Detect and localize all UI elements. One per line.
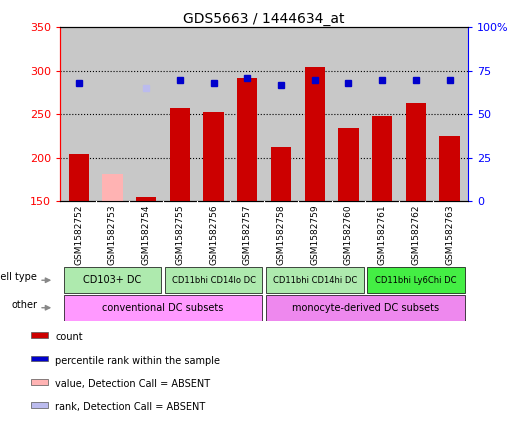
Text: CD11bhi CD14hi DC: CD11bhi CD14hi DC	[272, 276, 357, 285]
Bar	[406, 103, 426, 201]
Bar	[31, 379, 48, 385]
Text: GSM1582755: GSM1582755	[175, 204, 184, 265]
Text: CD11bhi Ly6Chi DC: CD11bhi Ly6Chi DC	[375, 276, 457, 285]
Text: GSM1582757: GSM1582757	[243, 204, 252, 265]
Bar	[439, 136, 460, 201]
Bar	[237, 78, 257, 201]
Bar	[69, 154, 89, 201]
Bar	[266, 294, 465, 321]
Bar	[136, 197, 156, 201]
Bar	[31, 332, 48, 338]
Bar	[372, 116, 392, 201]
Text: monocyte-derived DC subsets: monocyte-derived DC subsets	[292, 303, 439, 313]
Bar	[271, 147, 291, 201]
Bar	[266, 267, 363, 294]
Bar	[304, 67, 325, 201]
Text: rank, Detection Call = ABSENT: rank, Detection Call = ABSENT	[55, 402, 205, 412]
Bar	[31, 402, 48, 408]
Text: CD103+ DC: CD103+ DC	[83, 275, 142, 285]
Text: conventional DC subsets: conventional DC subsets	[103, 303, 224, 313]
Text: CD11bhi CD14lo DC: CD11bhi CD14lo DC	[172, 276, 256, 285]
Bar	[63, 267, 161, 294]
Text: GSM1582756: GSM1582756	[209, 204, 218, 265]
Bar	[31, 356, 48, 361]
Text: GSM1582760: GSM1582760	[344, 204, 353, 265]
Text: GSM1582754: GSM1582754	[142, 204, 151, 265]
Bar	[338, 128, 358, 201]
Text: GSM1582753: GSM1582753	[108, 204, 117, 265]
Bar	[63, 294, 263, 321]
Text: GSM1582752: GSM1582752	[74, 204, 83, 265]
Text: percentile rank within the sample: percentile rank within the sample	[55, 356, 220, 365]
Text: GSM1582763: GSM1582763	[445, 204, 454, 265]
Text: value, Detection Call = ABSENT: value, Detection Call = ABSENT	[55, 379, 210, 389]
Text: GSM1582758: GSM1582758	[277, 204, 286, 265]
Bar	[165, 267, 263, 294]
Text: count: count	[55, 332, 83, 342]
Title: GDS5663 / 1444634_at: GDS5663 / 1444634_at	[184, 12, 345, 27]
Text: GSM1582759: GSM1582759	[310, 204, 319, 265]
Text: cell type: cell type	[0, 272, 37, 283]
Bar	[103, 174, 122, 201]
Bar	[203, 113, 224, 201]
Text: other: other	[12, 300, 37, 310]
Bar	[367, 267, 465, 294]
Text: GSM1582761: GSM1582761	[378, 204, 386, 265]
Bar	[170, 108, 190, 201]
Text: GSM1582762: GSM1582762	[411, 204, 420, 265]
